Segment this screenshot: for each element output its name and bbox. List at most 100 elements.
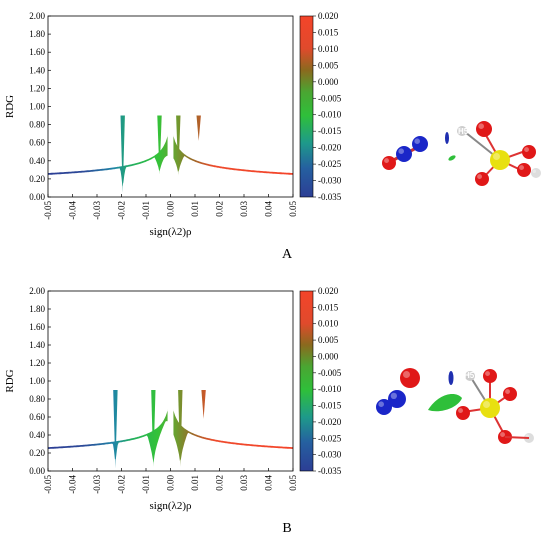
panel-b: 0.00 0.20 0.40 0.60 0.80 1.00 1.20 1.40 1.60 1.80… xyxy=(4,286,534,536)
colorbar-tick-label: 0.000 xyxy=(318,77,339,87)
sulfur-atom xyxy=(480,398,500,418)
x-tick-label: 0.03 xyxy=(239,201,249,217)
nitrogen-atom xyxy=(376,399,392,415)
oxygen-atom xyxy=(522,145,536,159)
y-tick-label: 0.80 xyxy=(29,120,45,130)
x-tick-label: -0.05 xyxy=(43,475,53,494)
x-axis-label: sign(λ2)ρ xyxy=(150,500,192,512)
colorbar-tick-label: -0.015 xyxy=(318,401,342,411)
x-tick-label: 0.03 xyxy=(239,475,249,491)
x-tick-label: -0.03 xyxy=(92,201,102,220)
x-tick-label: 0.01 xyxy=(190,475,200,491)
y-axis-label: RDG xyxy=(4,369,16,392)
y-tick-label: 1.40 xyxy=(29,340,45,350)
highlight xyxy=(378,401,385,407)
y-tick-label: 0.40 xyxy=(29,430,45,440)
y-tick-label: 0.60 xyxy=(29,138,45,148)
colorbar-tick-label: 0.020 xyxy=(318,11,339,21)
oxygen-atom xyxy=(456,406,470,420)
spike-2 xyxy=(157,115,162,175)
x-tick-label: -0.02 xyxy=(117,201,127,220)
panel-label: A xyxy=(282,247,293,262)
colorbar-tick-label: 0.020 xyxy=(318,286,339,296)
highlight xyxy=(466,372,470,376)
isosurface-blue xyxy=(445,132,449,144)
molecule-illustration: H5 xyxy=(376,368,534,444)
colorbar-tick-label: -0.035 xyxy=(318,192,342,202)
spike-2 xyxy=(151,390,156,467)
x-tick-label: 0.02 xyxy=(215,475,225,491)
colorbar-tick-label: 0.000 xyxy=(318,351,339,361)
oxygen-atom xyxy=(400,368,420,388)
oxygen-atom xyxy=(517,163,531,177)
y-tick-label: 0.20 xyxy=(29,174,45,184)
y-axis-label: RDG xyxy=(4,95,16,118)
x-tick-label: 0.05 xyxy=(288,475,298,491)
colorbar-tick-label: 0.010 xyxy=(318,44,339,54)
hydrogen-atom xyxy=(465,371,475,381)
y-tick-label: 2.00 xyxy=(29,11,45,21)
molecule-illustration: H5 xyxy=(382,121,541,186)
x-tick-label: -0.05 xyxy=(43,201,53,220)
colorbar-tick-label: -0.020 xyxy=(318,417,342,427)
y-tick-label: 1.20 xyxy=(29,83,45,93)
spike-4 xyxy=(196,115,201,141)
nitrogen-atom xyxy=(388,390,406,408)
highlight xyxy=(483,401,490,408)
spike-3 xyxy=(176,115,181,176)
y-tick-label: 1.00 xyxy=(29,376,45,386)
atom-label: H5 xyxy=(464,371,475,380)
y-tick-label: 1.00 xyxy=(29,102,45,112)
panel-a: 0.00 0.20 0.40 0.60 0.80 1.00 1.20 1.40 1.60 1.80… xyxy=(4,11,541,262)
highlight xyxy=(485,371,490,376)
y-tick-label: 1.60 xyxy=(29,322,45,332)
colorbar-tick-label: 0.005 xyxy=(318,335,339,345)
oxygen-atom xyxy=(503,387,517,401)
colorbar-tick-label: 0.010 xyxy=(318,319,339,329)
oxygen-atom xyxy=(483,369,497,383)
colorbar-tick-label: -0.010 xyxy=(318,384,342,394)
highlight xyxy=(477,174,482,179)
colorbar-tick-label: -0.035 xyxy=(318,466,342,476)
y-tick-label: 0.00 xyxy=(29,192,45,202)
spike-3 xyxy=(178,390,183,467)
highlight xyxy=(414,138,421,144)
colorbar xyxy=(299,290,314,472)
highlight xyxy=(384,158,389,163)
colorbar-tick-label: -0.025 xyxy=(318,433,342,443)
x-tick-label: -0.01 xyxy=(141,475,151,494)
isosurface-blue xyxy=(448,371,454,385)
oxygen-atom xyxy=(382,156,396,170)
highlight xyxy=(458,408,463,413)
x-tick-label: -0.04 xyxy=(68,201,78,220)
highlight xyxy=(458,127,462,131)
oxygen-atom xyxy=(475,172,489,186)
highlight xyxy=(478,123,485,129)
colorbar-tick-label: -0.010 xyxy=(318,110,342,120)
y-tick-label: 1.80 xyxy=(29,29,45,39)
x-tick-label: -0.02 xyxy=(117,475,127,494)
x-tick-label: 0.04 xyxy=(264,475,274,491)
x-tick-label: -0.01 xyxy=(141,201,151,220)
x-tick-label: 0.02 xyxy=(215,201,225,217)
y-tick-label: 0.20 xyxy=(29,448,45,458)
y-tick-label: 1.20 xyxy=(29,358,45,368)
zero-gap xyxy=(167,291,174,471)
colorbar-tick-label: 0.015 xyxy=(318,27,339,37)
x-axis-label: sign(λ2)ρ xyxy=(150,226,192,238)
colorbar-tick-label: -0.005 xyxy=(318,368,342,378)
y-tick-label: 0.00 xyxy=(29,466,45,476)
hydrogen-atom xyxy=(531,168,541,178)
colorbar-tick-label: -0.025 xyxy=(318,159,342,169)
zero-gap xyxy=(167,16,174,197)
hydrogen-atom xyxy=(457,126,467,136)
x-tick-label: -0.03 xyxy=(92,475,102,494)
highlight xyxy=(403,371,410,378)
y-tick-label: 0.60 xyxy=(29,412,45,422)
y-tick-label: 2.00 xyxy=(29,286,45,296)
x-tick-label: 0.05 xyxy=(288,201,298,217)
highlight xyxy=(398,148,405,154)
x-tick-label: -0.04 xyxy=(68,475,78,494)
y-tick-label: 1.40 xyxy=(29,65,45,75)
y-tick-label: 1.60 xyxy=(29,47,45,57)
